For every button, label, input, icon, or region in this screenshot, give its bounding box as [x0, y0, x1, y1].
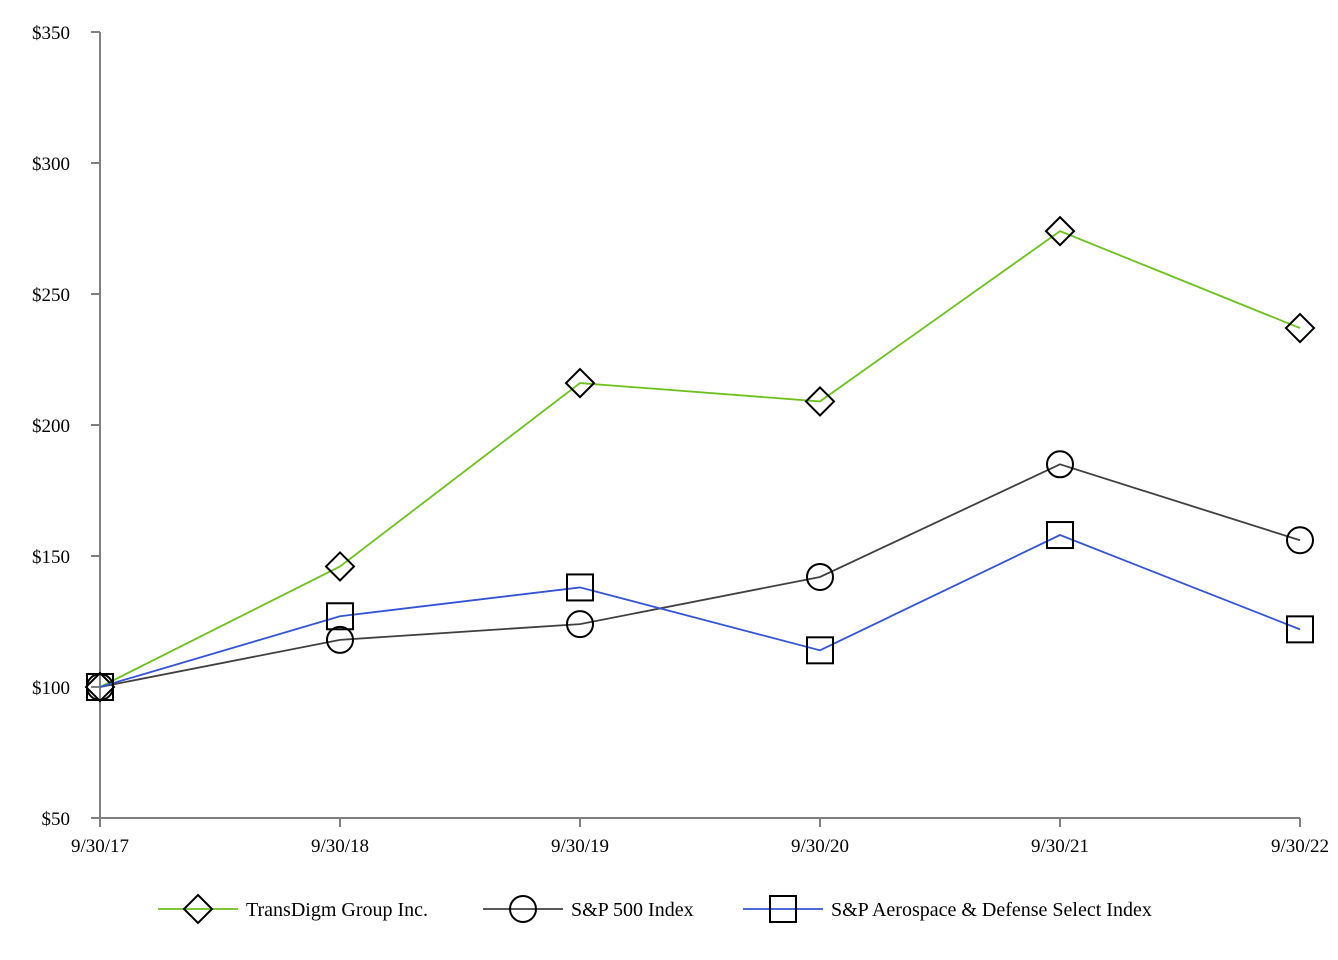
y-tick-label: $50 — [42, 809, 71, 830]
data-point-square — [1286, 615, 1314, 644]
x-tick-label: 9/30/20 — [791, 836, 849, 857]
y-tick-label: $250 — [32, 285, 70, 306]
y-tick-label: $100 — [32, 678, 70, 699]
y-tick-label: $200 — [32, 416, 70, 437]
series-circle — [86, 450, 1314, 701]
series-line — [99, 230, 1301, 688]
data-point-diamond — [1044, 215, 1076, 247]
y-tick-label: $350 — [32, 23, 70, 44]
legend-label: TransDigm Group Inc. — [246, 899, 428, 921]
x-tick-label: 9/30/19 — [551, 836, 609, 857]
series-diamond — [84, 215, 1316, 703]
data-point-diamond — [1284, 312, 1316, 344]
data-point-square — [566, 573, 594, 602]
series-line — [99, 534, 1301, 688]
legend-item: TransDigm Group Inc. — [158, 893, 428, 925]
x-tick-label: 9/30/21 — [1031, 836, 1089, 857]
data-point-circle — [1046, 450, 1074, 479]
data-point-diamond — [324, 551, 356, 582]
series-line — [99, 463, 1301, 688]
x-tick-label: 9/30/22 — [1271, 836, 1329, 857]
data-point-square — [806, 636, 834, 665]
legend-label: S&P Aerospace & Defense Select Index — [831, 899, 1152, 921]
legend-circle-marker — [509, 895, 537, 923]
legend-square-marker — [769, 895, 797, 923]
data-point-square — [86, 673, 114, 701]
x-tick-label: 9/30/17 — [71, 836, 129, 857]
data-point-square — [1046, 521, 1074, 550]
legend-diamond-marker — [182, 893, 214, 925]
legend: TransDigm Group Inc. S&P 500 Index S&P Aer… — [158, 893, 1152, 925]
x-axis: 9/30/17 9/30/18 9/30/19 9/30/20 9/30/21 9/30/… — [71, 817, 1329, 857]
data-point-circle — [326, 625, 354, 654]
legend-item: S&P Aerospace & Defense Select Index — [743, 895, 1152, 923]
series-square — [86, 521, 1314, 701]
series-layer — [84, 215, 1316, 703]
data-point-circle — [566, 610, 594, 639]
data-point-square — [326, 602, 354, 631]
data-point-circle — [1286, 526, 1314, 555]
legend-item: S&P 500 Index — [483, 895, 694, 923]
data-point-diamond — [804, 386, 836, 417]
y-tick-label: $300 — [32, 154, 70, 175]
x-tick-label: 9/30/18 — [311, 836, 369, 857]
y-axis: $50 $100 $150 $200 $250 $300 $350 — [32, 23, 101, 830]
data-point-circle — [806, 562, 834, 591]
data-point-diamond — [564, 367, 596, 399]
legend-label: S&P 500 Index — [571, 899, 694, 921]
y-tick-label: $150 — [32, 547, 70, 568]
